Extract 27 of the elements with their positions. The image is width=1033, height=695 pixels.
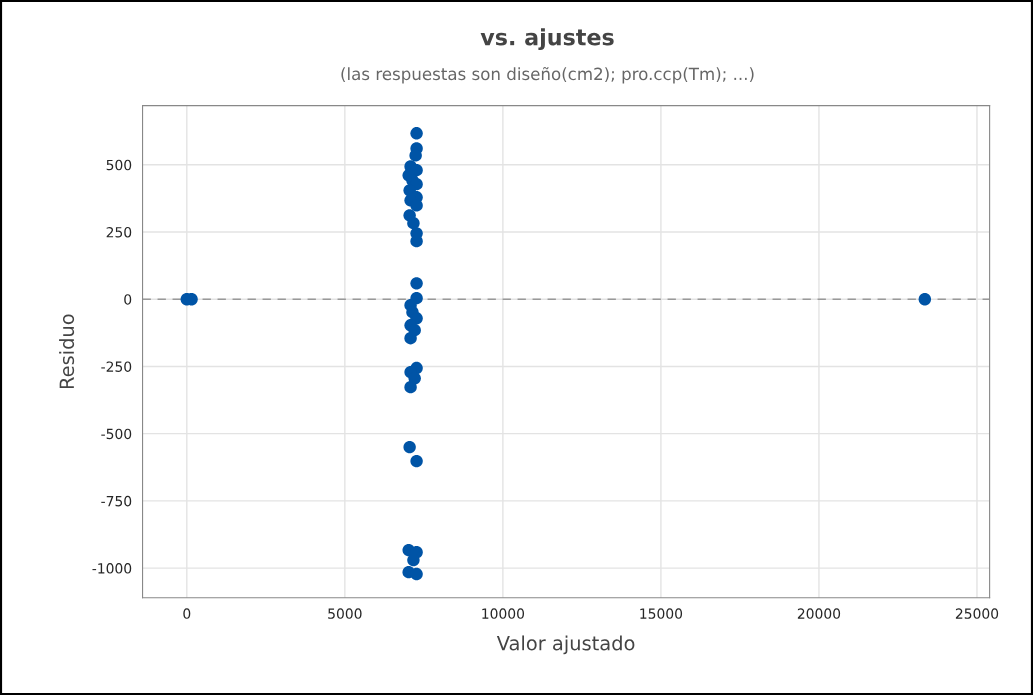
x-tick-label: 20000 (797, 608, 841, 619)
y-tick-label: -250 (101, 361, 132, 372)
point (918, 293, 932, 306)
x-tick-label: 25000 (955, 608, 999, 619)
x-tick-label: 5000 (328, 608, 362, 619)
y-tick-label: 500 (106, 159, 132, 171)
y-tick-label: 0 (124, 294, 132, 305)
x-axis-title: Valor ajustado (496, 635, 635, 655)
point (410, 567, 423, 581)
y-tick-label: 250 (106, 226, 132, 238)
point (410, 454, 423, 468)
point (410, 277, 423, 290)
y-axis-title: Residuo (59, 314, 75, 389)
point (404, 332, 417, 345)
y-tick-label: -1000 (92, 563, 132, 574)
x-tick-label: 10000 (482, 608, 525, 619)
point (404, 380, 417, 394)
chart-title: vs. ajustes (480, 28, 614, 50)
point (410, 127, 423, 140)
chart-subtitle: (las respuestas son diseño(cm2); pro.ccp(Tm); ...) (341, 66, 754, 84)
y-tick-label: -750 (101, 495, 132, 507)
y-tick-label: -500 (101, 428, 132, 440)
point (407, 216, 420, 230)
x-tick-label: 15000 (640, 608, 683, 619)
x-tick-label: 0 (183, 608, 191, 619)
point (407, 553, 420, 567)
point (403, 440, 416, 454)
